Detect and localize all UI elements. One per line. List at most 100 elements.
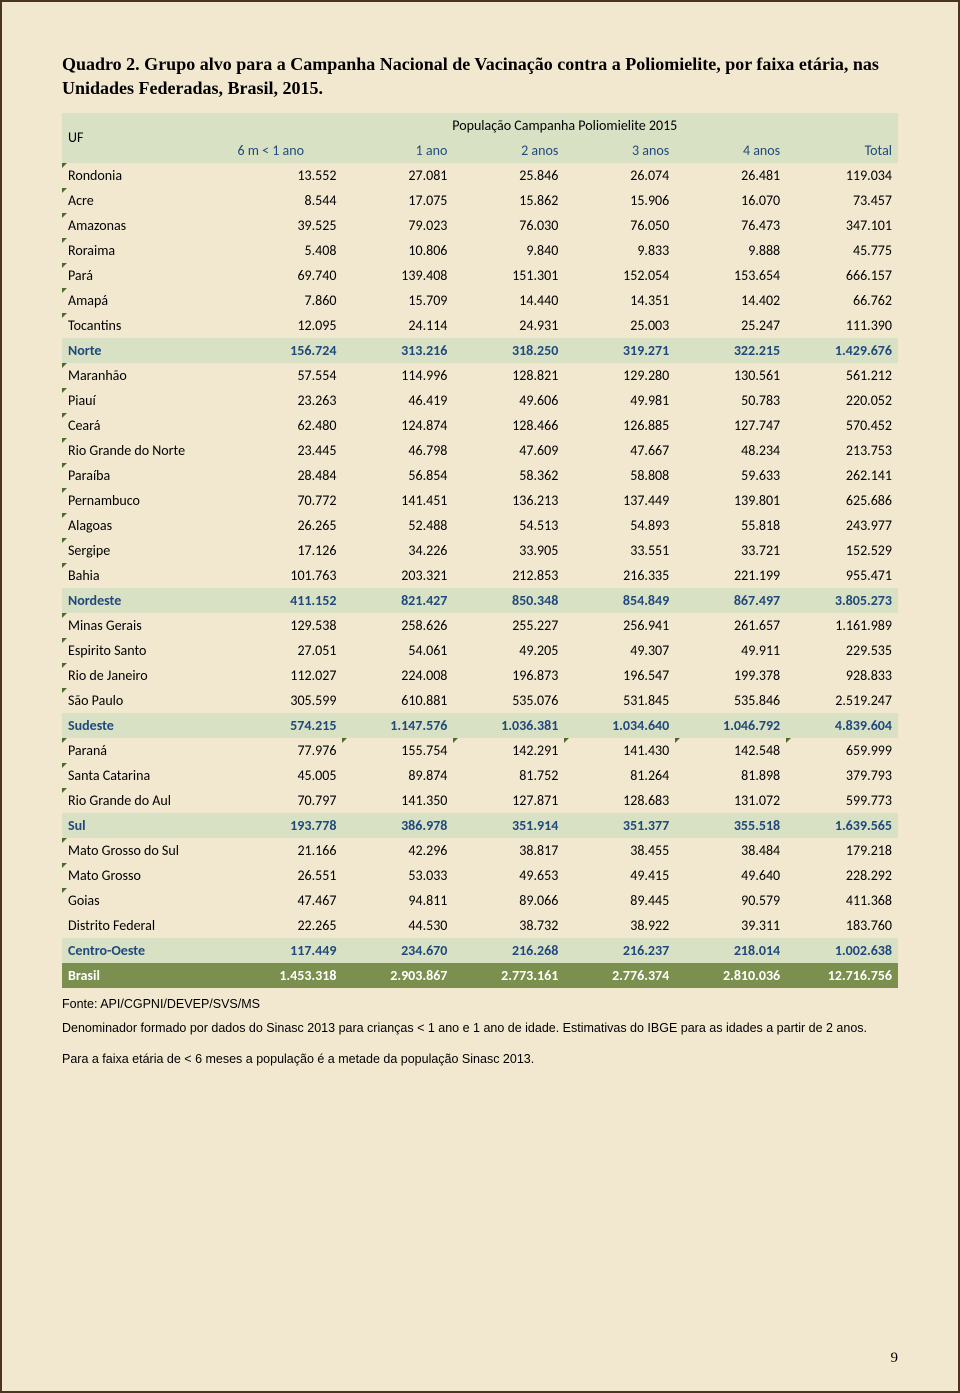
row-value: 57.554 (232, 363, 343, 388)
row-value: 137.449 (564, 488, 675, 513)
row-value: 17.126 (232, 538, 343, 563)
row-value: 347.101 (786, 213, 898, 238)
row-label: Sul (62, 813, 232, 838)
col-2anos: 2 anos (453, 138, 564, 163)
table-row: Santa Catarina45.00589.87481.75281.26481… (62, 763, 898, 788)
row-value: 1.453.318 (232, 963, 343, 988)
row-value: 531.845 (564, 688, 675, 713)
row-value: 12.716.756 (786, 963, 898, 988)
col-4anos: 4 anos (675, 138, 786, 163)
row-value: 39.525 (232, 213, 343, 238)
row-value: 659.999 (786, 738, 898, 763)
row-value: 101.763 (232, 563, 343, 588)
row-value: 49.205 (453, 638, 564, 663)
row-value: 49.653 (453, 863, 564, 888)
row-label: Goias (62, 888, 232, 913)
row-value: 33.721 (675, 538, 786, 563)
row-value: 34.226 (342, 538, 453, 563)
row-value: 42.296 (342, 838, 453, 863)
row-value: 386.978 (342, 813, 453, 838)
row-value: 216.335 (564, 563, 675, 588)
row-label: Espirito Santo (62, 638, 232, 663)
row-value: 46.419 (342, 388, 453, 413)
row-value: 14.402 (675, 288, 786, 313)
row-value: 49.640 (675, 863, 786, 888)
row-value: 38.455 (564, 838, 675, 863)
row-value: 821.427 (342, 588, 453, 613)
row-value: 89.066 (453, 888, 564, 913)
row-value: 5.408 (232, 238, 343, 263)
row-value: 94.811 (342, 888, 453, 913)
table-row: Brasil1.453.3182.903.8672.773.1612.776.3… (62, 963, 898, 988)
row-value: 599.773 (786, 788, 898, 813)
row-value: 193.778 (232, 813, 343, 838)
footnote-faixa: Para a faixa etária de < 6 meses a popul… (62, 1051, 898, 1068)
table-row: Sul193.778386.978351.914351.377355.5181.… (62, 813, 898, 838)
row-value: 23.445 (232, 438, 343, 463)
table-row: Goias47.46794.81189.06689.44590.579411.3… (62, 888, 898, 913)
row-value: 8.544 (232, 188, 343, 213)
table-row: Rondonia13.55227.08125.84626.07426.48111… (62, 163, 898, 188)
row-value: 126.885 (564, 413, 675, 438)
row-value: 21.166 (232, 838, 343, 863)
row-value: 199.378 (675, 663, 786, 688)
row-value: 16.070 (675, 188, 786, 213)
row-value: 255.227 (453, 613, 564, 638)
row-label: Brasil (62, 963, 232, 988)
row-value: 33.551 (564, 538, 675, 563)
row-value: 142.548 (675, 738, 786, 763)
table-title: Quadro 2. Grupo alvo para a Campanha Nac… (62, 52, 898, 101)
row-value: 142.291 (453, 738, 564, 763)
row-value: 313.216 (342, 338, 453, 363)
row-value: 10.806 (342, 238, 453, 263)
row-value: 49.911 (675, 638, 786, 663)
row-value: 49.606 (453, 388, 564, 413)
row-value: 319.271 (564, 338, 675, 363)
row-value: 45.775 (786, 238, 898, 263)
row-value: 9.840 (453, 238, 564, 263)
row-value: 2.519.247 (786, 688, 898, 713)
row-value: 89.445 (564, 888, 675, 913)
row-value: 38.817 (453, 838, 564, 863)
row-label: Rio de Janeiro (62, 663, 232, 688)
row-value: 76.473 (675, 213, 786, 238)
row-label: São Paulo (62, 688, 232, 713)
row-label: Bahia (62, 563, 232, 588)
row-label: Pará (62, 263, 232, 288)
row-value: 7.860 (232, 288, 343, 313)
row-value: 666.157 (786, 263, 898, 288)
row-value: 59.633 (675, 463, 786, 488)
table-row: Amazonas39.52579.02376.03076.05076.47334… (62, 213, 898, 238)
table-row: Acre8.54417.07515.86215.90616.07073.457 (62, 188, 898, 213)
row-value: 261.657 (675, 613, 786, 638)
row-value: 50.783 (675, 388, 786, 413)
row-value: 128.466 (453, 413, 564, 438)
table-row: Mato Grosso do Sul21.16642.29638.81738.4… (62, 838, 898, 863)
row-value: 234.670 (342, 938, 453, 963)
page-number: 9 (891, 1350, 899, 1367)
row-value: 2.776.374 (564, 963, 675, 988)
col-3anos: 3 anos (564, 138, 675, 163)
row-value: 26.481 (675, 163, 786, 188)
row-value: 44.530 (342, 913, 453, 938)
row-value: 850.348 (453, 588, 564, 613)
row-value: 4.839.604 (786, 713, 898, 738)
row-label: Centro-Oeste (62, 938, 232, 963)
row-label: Roraima (62, 238, 232, 263)
row-value: 262.141 (786, 463, 898, 488)
table-row: Rio Grande do Aul70.797141.350127.871128… (62, 788, 898, 813)
row-value: 81.898 (675, 763, 786, 788)
row-value: 26.551 (232, 863, 343, 888)
col-1ano: 1 ano (342, 138, 453, 163)
row-value: 2.903.867 (342, 963, 453, 988)
row-value: 49.415 (564, 863, 675, 888)
table-row: Amapá7.86015.70914.44014.35114.40266.762 (62, 288, 898, 313)
table-row: Piauí23.26346.41949.60649.98150.783220.0… (62, 388, 898, 413)
row-value: 535.846 (675, 688, 786, 713)
row-value: 27.051 (232, 638, 343, 663)
row-value: 258.626 (342, 613, 453, 638)
row-value: 1.639.565 (786, 813, 898, 838)
row-value: 114.996 (342, 363, 453, 388)
row-value: 52.488 (342, 513, 453, 538)
row-label: Rondonia (62, 163, 232, 188)
